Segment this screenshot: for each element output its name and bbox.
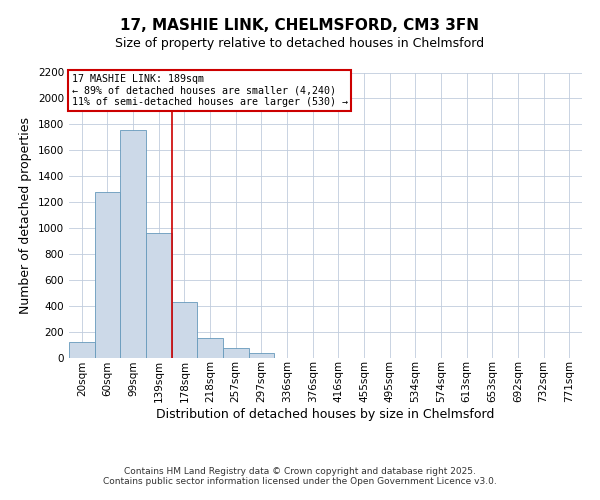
Bar [121, 130, 146, 358]
Bar [95, 192, 121, 358]
Bar [146, 233, 172, 358]
Bar [172, 302, 197, 358]
Bar [69, 342, 95, 357]
Bar [223, 348, 248, 358]
Text: Contains public sector information licensed under the Open Government Licence v3: Contains public sector information licen… [103, 477, 497, 486]
Text: 17 MASHIE LINK: 189sqm
← 89% of detached houses are smaller (4,240)
11% of semi-: 17 MASHIE LINK: 189sqm ← 89% of detached… [71, 74, 347, 107]
Y-axis label: Number of detached properties: Number of detached properties [19, 116, 32, 314]
Text: 17, MASHIE LINK, CHELMSFORD, CM3 3FN: 17, MASHIE LINK, CHELMSFORD, CM3 3FN [121, 18, 479, 32]
Text: Size of property relative to detached houses in Chelmsford: Size of property relative to detached ho… [115, 38, 485, 51]
Bar [197, 338, 223, 357]
Bar [248, 353, 274, 358]
Text: Contains HM Land Registry data © Crown copyright and database right 2025.: Contains HM Land Registry data © Crown c… [124, 467, 476, 476]
X-axis label: Distribution of detached houses by size in Chelmsford: Distribution of detached houses by size … [157, 408, 494, 421]
